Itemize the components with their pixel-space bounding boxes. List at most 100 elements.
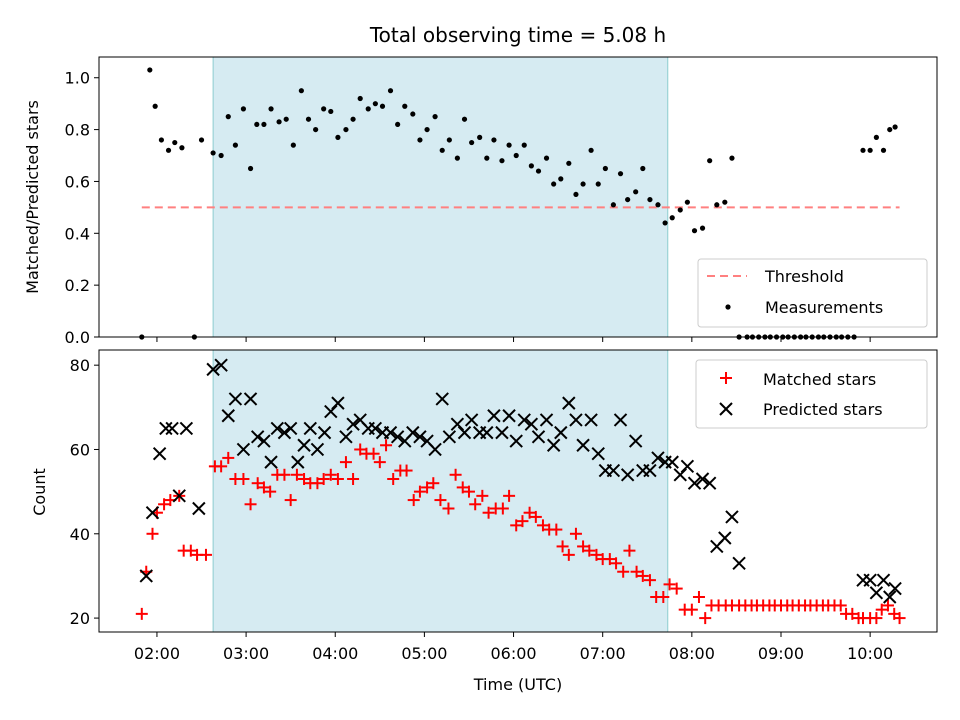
- predicted-star-point: [562, 396, 576, 410]
- count-x-ticks: 02:00 03:00 04:00 05:00 06:00 07:00 08:00 09:00…: [134, 632, 893, 663]
- predicted-star-point: [442, 430, 457, 444]
- count-axes-frame: [98, 349, 938, 633]
- predicted-star-point: [270, 421, 285, 436]
- measurement-point: [707, 158, 713, 164]
- matched-star-point: [643, 574, 656, 587]
- predicted-star-point: [620, 468, 635, 482]
- predicted-star-point: [172, 489, 186, 503]
- matched-star-point: [284, 494, 297, 507]
- matched-star-point: [590, 548, 603, 561]
- predicted-star-point: [665, 455, 679, 469]
- count-y-tick-label: 20: [70, 609, 90, 628]
- legend-predicted-label: Predicted stars: [763, 400, 883, 419]
- ratio-y-tick-label: 0.8: [65, 121, 90, 140]
- x-tick-label: 02:00: [134, 644, 180, 663]
- count-shaded-interval: [212, 349, 669, 633]
- matched-star-point: [311, 477, 324, 490]
- matched-star-point: [503, 489, 516, 502]
- measurement-point: [165, 147, 172, 153]
- predicted-star-point: [480, 425, 494, 440]
- predicted-star-point: [317, 425, 332, 440]
- measurement-point: [867, 147, 873, 153]
- measurement-point: [328, 108, 334, 115]
- measurement-point: [372, 101, 378, 107]
- measurement-point: [198, 137, 205, 143]
- predicted-star-point: [179, 421, 194, 436]
- legend-measurements-label: Measurements: [765, 298, 883, 317]
- predicted-star-point: [243, 392, 258, 406]
- matched-star-point: [870, 612, 883, 625]
- matched-star-point: [339, 456, 352, 469]
- ratio-y-axis-label: Matched/Predicted stars: [23, 100, 42, 294]
- measurement-points: [139, 67, 898, 340]
- x-axis-label: Time (UTC): [473, 675, 562, 694]
- matched-star-point: [834, 599, 847, 612]
- measurement-point: [491, 137, 497, 143]
- measurement-point: [335, 134, 341, 140]
- measurement-point: [152, 103, 158, 109]
- predicted-star-point: [406, 425, 420, 440]
- matched-star-point: [875, 603, 888, 616]
- predicted-star-point: [487, 409, 501, 423]
- measurement-point: [290, 142, 296, 148]
- ratio-y-tick-label: 0.0: [65, 328, 90, 347]
- x-tick-label: 08:00: [669, 644, 715, 663]
- matched-star-point: [354, 443, 367, 456]
- measurement-point: [699, 225, 706, 231]
- measurement-point: [684, 199, 690, 205]
- measurement-point: [521, 142, 527, 148]
- legend-threshold-label: Threshold: [764, 267, 844, 286]
- measurement-point: [232, 142, 238, 148]
- measurement-point: [669, 215, 675, 221]
- predicted-star-point: [643, 463, 657, 478]
- matched-star-point: [244, 498, 257, 511]
- matched-star-point: [562, 548, 575, 561]
- matched-star-point: [510, 519, 523, 532]
- matched-star-point: [347, 472, 360, 485]
- predicted-star-point: [457, 425, 472, 440]
- measurement-point: [158, 137, 165, 143]
- predicted-star-point: [732, 556, 746, 570]
- measurement-point: [350, 116, 356, 122]
- measurement-point: [357, 95, 363, 102]
- matched-star-point: [603, 553, 616, 566]
- predicted-star-point: [139, 569, 153, 583]
- predicted-star-point: [680, 459, 695, 474]
- predicted-star-point: [339, 430, 353, 444]
- matched-star-point: [135, 607, 148, 620]
- predicted-star-point: [214, 358, 228, 372]
- measurement-point: [446, 137, 452, 143]
- matched-star-point: [617, 565, 630, 578]
- count-legend: Matched stars Predicted stars: [695, 359, 928, 429]
- x-tick-label: 06:00: [490, 644, 536, 663]
- matched-star-point: [636, 569, 649, 582]
- measurement-point: [566, 160, 572, 166]
- ratio-legend: Threshold Measurements: [697, 258, 928, 328]
- measurement-point: [461, 116, 468, 122]
- predicted-star-point: [524, 417, 539, 431]
- matched-star-points: [135, 439, 906, 625]
- measurement-point: [147, 67, 153, 73]
- measurement-point: [892, 124, 898, 130]
- x-tick-label: 03:00: [223, 644, 269, 663]
- predicted-star-point: [413, 430, 427, 444]
- predicted-star-point: [221, 409, 235, 423]
- matched-star-point: [146, 527, 159, 540]
- x-tick-label: 09:00: [758, 644, 804, 663]
- predicted-star-point: [277, 425, 292, 440]
- measurement-point: [506, 142, 512, 148]
- count-legend-frame: [695, 359, 928, 429]
- measurement-point: [261, 121, 267, 128]
- legend-matched-swatch: [720, 372, 732, 384]
- matched-star-point: [442, 502, 455, 515]
- matched-star-point: [278, 468, 291, 481]
- matched-star-point: [222, 451, 235, 464]
- matched-star-point: [400, 464, 413, 477]
- matched-star-point: [387, 472, 400, 485]
- matched-star-point: [407, 494, 420, 507]
- measurement-point: [240, 106, 247, 112]
- matched-star-point: [663, 578, 676, 591]
- measurement-point: [558, 176, 564, 182]
